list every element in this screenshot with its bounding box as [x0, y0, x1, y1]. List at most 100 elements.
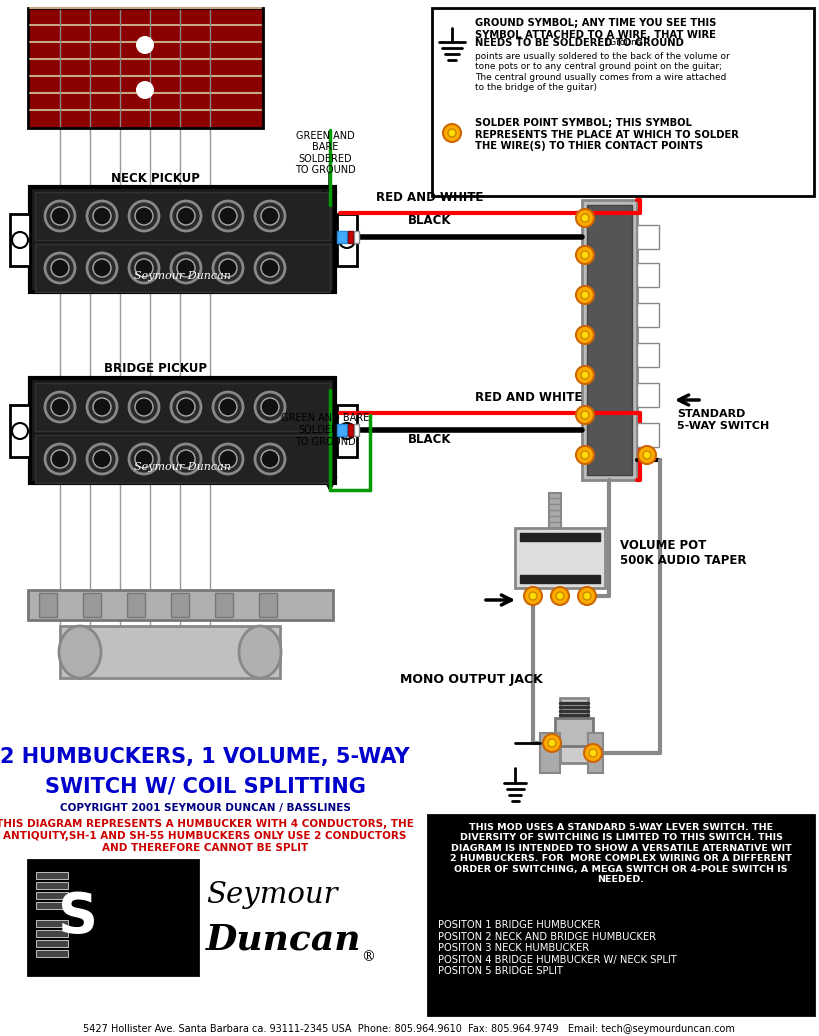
Circle shape [177, 259, 195, 277]
Circle shape [93, 259, 111, 277]
Bar [28, 589, 333, 620]
Bar [35, 244, 330, 292]
Bar [520, 575, 600, 583]
Circle shape [93, 398, 111, 416]
Circle shape [87, 201, 117, 231]
Circle shape [576, 326, 594, 344]
Bar [30, 188, 335, 292]
Circle shape [129, 201, 159, 231]
Circle shape [576, 246, 594, 264]
Text: (Ground: (Ground [600, 38, 642, 47]
Circle shape [255, 392, 285, 422]
Text: GROUND SYMBOL; ANY TIME YOU SEE THIS
SYMBOL ATTACHED TO A WIRE, THAT WIRE: GROUND SYMBOL; ANY TIME YOU SEE THIS SYM… [475, 18, 717, 51]
Text: Seymour Duncan: Seymour Duncan [133, 271, 230, 281]
Circle shape [255, 444, 285, 474]
Bar [36, 920, 68, 927]
Bar [637, 383, 659, 407]
Circle shape [643, 451, 651, 459]
Circle shape [87, 392, 117, 422]
Circle shape [576, 406, 594, 424]
Text: 2 HUMBUCKERS, 1 VOLUME, 5-WAY: 2 HUMBUCKERS, 1 VOLUME, 5-WAY [0, 747, 410, 767]
Bar [515, 528, 605, 588]
Text: COPYRIGHT 2001 SEYMOUR DUNCAN / BASSLINES: COPYRIGHT 2001 SEYMOUR DUNCAN / BASSLINE… [60, 803, 351, 813]
Circle shape [261, 259, 279, 277]
Circle shape [87, 253, 117, 283]
Circle shape [584, 744, 602, 762]
Circle shape [581, 330, 589, 339]
Bar [588, 733, 603, 773]
Text: Duncan: Duncan [206, 923, 361, 957]
Circle shape [576, 209, 594, 227]
Text: RED AND WHITE: RED AND WHITE [376, 191, 484, 204]
Text: THIS DIAGRAM REPRESENTS A HUMBUCKER WITH 4 CONDUCTORS, THE
ANTIQUITY,SH-1 AND SH: THIS DIAGRAM REPRESENTS A HUMBUCKER WITH… [0, 819, 414, 853]
Circle shape [129, 392, 159, 422]
Bar [637, 343, 659, 367]
Bar [520, 533, 600, 541]
Circle shape [576, 366, 594, 384]
Circle shape [524, 587, 542, 605]
Circle shape [87, 444, 117, 474]
Circle shape [581, 214, 589, 222]
Bar [354, 231, 359, 243]
Bar [36, 882, 68, 889]
Circle shape [177, 398, 195, 416]
Bar [36, 940, 68, 947]
Text: SWITCH W/ COIL SPLITTING: SWITCH W/ COIL SPLITTING [44, 776, 365, 796]
Circle shape [219, 398, 237, 416]
Bar [28, 8, 263, 128]
Circle shape [529, 592, 537, 600]
Circle shape [443, 124, 461, 142]
Circle shape [171, 392, 201, 422]
Circle shape [213, 444, 243, 474]
Bar [637, 303, 659, 327]
Circle shape [12, 423, 28, 439]
Circle shape [51, 207, 69, 225]
Circle shape [261, 398, 279, 416]
Bar [348, 424, 353, 436]
Ellipse shape [239, 626, 281, 678]
Circle shape [45, 201, 75, 231]
Circle shape [581, 411, 589, 419]
Bar [83, 593, 101, 617]
Bar [354, 424, 359, 436]
Circle shape [543, 733, 561, 752]
Circle shape [177, 207, 195, 225]
Circle shape [45, 253, 75, 283]
Text: NEEDS TO BE SOLDERED TO GROUND: NEEDS TO BE SOLDERED TO GROUND [475, 38, 684, 48]
Bar [549, 493, 561, 528]
Bar [39, 593, 57, 617]
Text: VOLUME POT
500K AUDIO TAPER: VOLUME POT 500K AUDIO TAPER [620, 539, 746, 567]
Bar [337, 214, 357, 266]
Circle shape [548, 739, 556, 747]
Bar [582, 200, 637, 480]
Text: STANDARD
5-WAY SWITCH: STANDARD 5-WAY SWITCH [677, 409, 769, 431]
Circle shape [135, 207, 153, 225]
Text: MONO OUTPUT JACK: MONO OUTPUT JACK [400, 673, 543, 687]
Bar [259, 593, 277, 617]
Circle shape [171, 201, 201, 231]
Text: BRIDGE PICKUP: BRIDGE PICKUP [103, 362, 206, 374]
Bar [36, 872, 68, 879]
Ellipse shape [59, 626, 101, 678]
Bar [348, 231, 353, 243]
Circle shape [219, 207, 237, 225]
Bar [555, 718, 593, 746]
Text: NECK PICKUP: NECK PICKUP [111, 172, 200, 184]
Text: Seymour: Seymour [206, 881, 337, 909]
Circle shape [261, 207, 279, 225]
Text: points are usually soldered to the back of the volume or
tone pots or to any cen: points are usually soldered to the back … [475, 52, 730, 92]
Bar [637, 263, 659, 287]
Bar [10, 214, 30, 266]
Circle shape [93, 207, 111, 225]
Circle shape [556, 592, 564, 600]
Text: ®: ® [361, 950, 375, 965]
Circle shape [12, 232, 28, 248]
Circle shape [255, 253, 285, 283]
Text: BLACK: BLACK [408, 433, 452, 447]
Circle shape [581, 291, 589, 299]
Bar [60, 626, 280, 678]
Bar [10, 405, 30, 457]
Bar [337, 424, 347, 436]
Circle shape [638, 447, 656, 464]
Bar [560, 698, 588, 762]
